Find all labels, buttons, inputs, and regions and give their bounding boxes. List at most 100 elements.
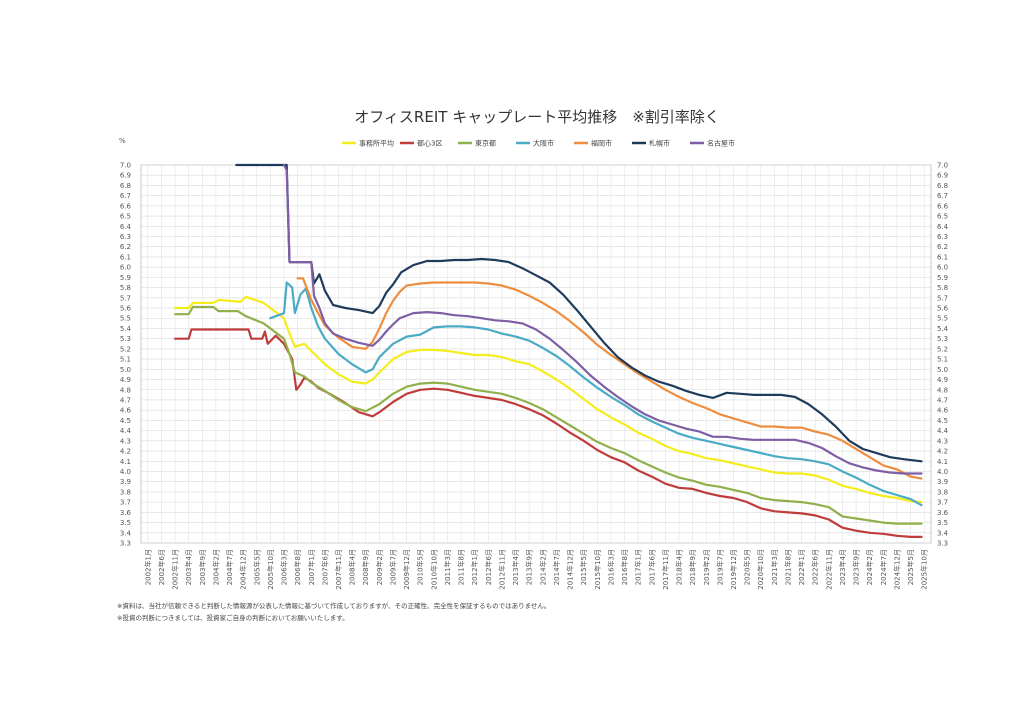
y-tick-label: 4.9 bbox=[120, 376, 131, 384]
x-tick-label: 2024年7月 bbox=[879, 549, 888, 585]
y-tick-label-right: 3.7 bbox=[937, 499, 948, 507]
chart-grid bbox=[140, 164, 932, 544]
x-tick-label: 2017年11月 bbox=[661, 549, 670, 590]
chart-legend: 事務所平均 都心3区 東京都 大阪市 福岡市 札幌市 名古屋市 bbox=[342, 139, 735, 148]
x-tick-label: 2014年12月 bbox=[566, 549, 575, 590]
y-tick-label: 6.9 bbox=[120, 172, 131, 180]
x-tick-label: 2007年6月 bbox=[320, 549, 329, 585]
y-tick-label-right: 5.8 bbox=[937, 284, 948, 292]
y-tick-label: 5.3 bbox=[120, 335, 131, 343]
y-tick-label-right: 5.9 bbox=[937, 274, 948, 282]
x-tick-label: 2016年8月 bbox=[620, 549, 629, 585]
x-tick-label: 2012年11月 bbox=[497, 549, 506, 590]
x-tick-label: 2016年3月 bbox=[606, 549, 615, 585]
y-tick-label-right: 6.2 bbox=[937, 243, 948, 251]
y-tick-label: 4.8 bbox=[120, 386, 131, 394]
y-tick-label-right: 3.4 bbox=[937, 529, 949, 537]
source-note-1: ※資料は、当社が信頼できると判断した情報源が公表した情報に基づいて作成しておりま… bbox=[117, 602, 551, 610]
y-tick-label: 4.7 bbox=[120, 396, 131, 404]
x-tick-label: 2021年8月 bbox=[783, 549, 792, 585]
x-tick-label: 2014年2月 bbox=[538, 549, 547, 585]
x-tick-label: 2022年11月 bbox=[824, 549, 833, 590]
x-tick-label: 2018年4月 bbox=[675, 549, 684, 585]
x-tick-label: 2025年10月 bbox=[920, 549, 929, 590]
x-tick-label: 2005年10月 bbox=[266, 549, 275, 590]
x-tick-label: 2019年7月 bbox=[715, 549, 724, 585]
y-tick-label-right: 4.9 bbox=[937, 376, 948, 384]
y-tick-label-right: 4.7 bbox=[937, 396, 948, 404]
source-note-2: ※投資の判断につきましては、投資家ご自身の判断においてお願いいたします。 bbox=[117, 614, 349, 622]
y-tick-label: 5.7 bbox=[120, 294, 131, 302]
y-tick-label-right: 6.5 bbox=[937, 213, 948, 221]
y-tick-label-right: 6.6 bbox=[937, 202, 949, 210]
y-tick-label: 4.1 bbox=[120, 458, 131, 466]
x-tick-label: 2012年1月 bbox=[470, 549, 479, 585]
y-tick-label: 6.2 bbox=[120, 243, 131, 251]
x-axis: 2002年1月 2002年6月 2002年11月 2003年4月 2003年9月 2004… bbox=[143, 549, 928, 590]
y-tick-label-right: 3.3 bbox=[937, 540, 948, 548]
y-tick-label-right: 5.5 bbox=[937, 315, 948, 323]
x-tick-label: 2007年1月 bbox=[307, 549, 316, 585]
y-tick-label: 5.1 bbox=[120, 356, 131, 364]
y-tick-label: 3.5 bbox=[120, 519, 131, 527]
y-tick-label-right: 5.3 bbox=[937, 335, 948, 343]
legend-label-1: 都心3区 bbox=[417, 140, 442, 148]
y-tick-label: 3.3 bbox=[120, 540, 131, 548]
x-tick-label: 2023年9月 bbox=[852, 549, 861, 585]
y-axis-unit-label: % bbox=[119, 137, 126, 145]
y-tick-label: 4.0 bbox=[120, 468, 131, 476]
y-tick-label-right: 4.8 bbox=[937, 386, 948, 394]
y-tick-label: 7.0 bbox=[120, 162, 131, 170]
x-tick-label: 2024年12月 bbox=[892, 549, 901, 590]
y-tick-label-right: 3.8 bbox=[937, 488, 948, 496]
y-tick-label-right: 6.0 bbox=[937, 264, 948, 272]
x-tick-label: 2007年11月 bbox=[334, 549, 343, 590]
y-axis-right: 3.3 3.4 3.5 3.6 3.7 3.8 3.9 4.0 4.1 4.2 4.3 4.4 4.5 4… bbox=[937, 162, 949, 548]
chart-title: オフィスREIT キャップレート平均推移 ※割引率除く bbox=[354, 108, 720, 126]
y-tick-label: 4.3 bbox=[120, 437, 131, 445]
y-tick-label: 5.4 bbox=[120, 325, 132, 333]
x-tick-label: 2008年4月 bbox=[348, 549, 357, 585]
plot-frame bbox=[140, 164, 932, 544]
y-tick-label: 4.5 bbox=[120, 417, 131, 425]
y-tick-label-right: 4.2 bbox=[937, 448, 948, 456]
x-tick-label: 2024年2月 bbox=[865, 549, 874, 585]
y-tick-label-right: 4.3 bbox=[937, 437, 948, 445]
x-tick-label: 2018年9月 bbox=[688, 549, 697, 585]
x-tick-label: 2010年5月 bbox=[416, 549, 425, 585]
legend-label-0: 事務所平均 bbox=[359, 139, 394, 148]
x-tick-label: 2004年2月 bbox=[211, 549, 220, 585]
y-tick-label-right: 6.1 bbox=[937, 253, 948, 261]
x-tick-label: 2023年4月 bbox=[838, 549, 847, 585]
x-tick-label: 2002年11月 bbox=[171, 549, 180, 590]
x-tick-label: 2017年1月 bbox=[634, 549, 643, 585]
y-tick-label: 3.6 bbox=[120, 509, 132, 517]
chart-series-lines bbox=[174, 163, 923, 538]
x-tick-label: 2012年6月 bbox=[484, 549, 493, 585]
x-tick-label: 2011年8月 bbox=[457, 549, 466, 585]
y-tick-label: 6.1 bbox=[120, 253, 131, 261]
y-tick-label: 3.7 bbox=[120, 499, 131, 507]
x-tick-label: 2009年2月 bbox=[375, 549, 384, 585]
x-tick-label: 2025年5月 bbox=[906, 549, 915, 585]
x-tick-label: 2008年9月 bbox=[361, 549, 370, 585]
y-tick-label-right: 6.7 bbox=[937, 192, 948, 200]
legend-label-3: 大阪市 bbox=[533, 139, 554, 148]
legend-label-5: 札幌市 bbox=[649, 139, 670, 148]
series-line-2 bbox=[174, 305, 923, 525]
legend-label-4: 福岡市 bbox=[591, 139, 612, 148]
y-tick-label: 4.6 bbox=[120, 407, 132, 415]
y-tick-label: 6.4 bbox=[120, 223, 132, 231]
y-tick-label-right: 3.5 bbox=[937, 519, 948, 527]
y-tick-label: 6.0 bbox=[120, 264, 131, 272]
y-tick-label-right: 5.1 bbox=[937, 356, 948, 364]
x-tick-label: 2022年6月 bbox=[811, 549, 820, 585]
x-tick-label: 2020年5月 bbox=[743, 549, 752, 585]
x-tick-label: 2019年12月 bbox=[729, 549, 738, 590]
x-tick-label: 2020年10月 bbox=[756, 549, 765, 590]
x-tick-label: 2002年6月 bbox=[157, 549, 166, 585]
x-tick-label: 2003年4月 bbox=[184, 549, 193, 585]
y-tick-label-right: 4.4 bbox=[937, 427, 949, 435]
y-tick-label: 4.4 bbox=[120, 427, 132, 435]
